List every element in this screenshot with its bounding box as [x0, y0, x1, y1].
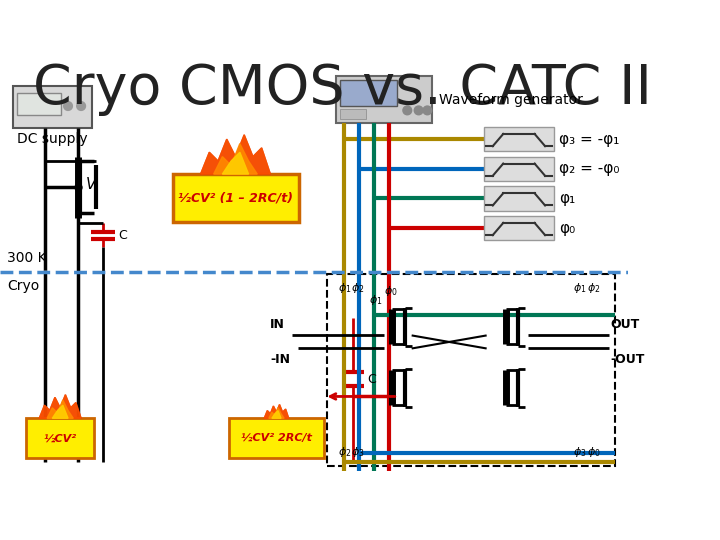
Text: ½CV²: ½CV²: [44, 433, 77, 443]
Polygon shape: [47, 400, 73, 418]
Text: $\phi_2$: $\phi_2$: [351, 281, 365, 295]
Circle shape: [77, 102, 86, 110]
Bar: [340, 80, 397, 106]
Bar: [484, 157, 554, 181]
Polygon shape: [53, 405, 68, 418]
Bar: [327, 274, 615, 466]
Bar: [484, 127, 554, 151]
Polygon shape: [40, 395, 81, 418]
Text: $\phi_3$: $\phi_3$: [351, 446, 365, 459]
Text: Waveform generator: Waveform generator: [438, 93, 582, 107]
Polygon shape: [201, 135, 271, 174]
Polygon shape: [264, 404, 289, 418]
Text: $\phi_1$: $\phi_1$: [369, 293, 382, 307]
Text: -OUT: -OUT: [611, 353, 645, 366]
Polygon shape: [272, 410, 281, 418]
Bar: [228, 418, 325, 457]
Circle shape: [403, 106, 412, 115]
Text: $\phi_1$: $\phi_1$: [338, 281, 351, 295]
Circle shape: [414, 106, 423, 115]
Text: -IN: -IN: [271, 353, 290, 366]
Text: ½CV² (1 – 2RC/t): ½CV² (1 – 2RC/t): [178, 192, 293, 205]
Text: $\phi_2$: $\phi_2$: [338, 446, 351, 459]
Text: $\phi_2$: $\phi_2$: [587, 281, 600, 295]
Text: φ₂ = -φ₀: φ₂ = -φ₀: [559, 161, 619, 177]
Bar: [13, 86, 91, 128]
Bar: [340, 109, 366, 119]
Text: ½CV² 2RC/t: ½CV² 2RC/t: [241, 433, 312, 443]
Text: C: C: [367, 373, 376, 386]
Circle shape: [63, 102, 73, 110]
Text: $\phi_1$: $\phi_1$: [573, 281, 587, 295]
Text: $\phi_0$: $\phi_0$: [587, 446, 600, 459]
Text: 300 K: 300 K: [7, 251, 47, 265]
Text: $\phi_3$: $\phi_3$: [573, 446, 587, 459]
Circle shape: [423, 106, 432, 115]
Text: φ₃ = -φ₁: φ₃ = -φ₁: [559, 132, 619, 147]
Text: C: C: [119, 228, 127, 241]
Text: OUT: OUT: [611, 318, 640, 331]
Text: φ₀: φ₀: [559, 221, 575, 235]
Polygon shape: [264, 404, 289, 418]
Text: φ₁: φ₁: [559, 191, 575, 206]
Text: $\phi_0$: $\phi_0$: [384, 284, 397, 298]
Bar: [17, 93, 61, 115]
Polygon shape: [222, 152, 248, 174]
Bar: [484, 186, 554, 211]
Text: Cryo: Cryo: [7, 279, 39, 293]
Text: IN: IN: [271, 318, 285, 331]
Polygon shape: [40, 395, 81, 418]
Polygon shape: [214, 144, 257, 174]
Bar: [26, 418, 94, 457]
Text: Cryo CMOS vs. CATC II: Cryo CMOS vs. CATC II: [33, 63, 652, 117]
Text: V: V: [86, 177, 96, 192]
Text: DC supply: DC supply: [17, 132, 88, 146]
Polygon shape: [269, 408, 284, 418]
Bar: [336, 76, 432, 124]
Polygon shape: [201, 135, 271, 174]
Bar: [484, 216, 554, 240]
Bar: [173, 174, 299, 222]
